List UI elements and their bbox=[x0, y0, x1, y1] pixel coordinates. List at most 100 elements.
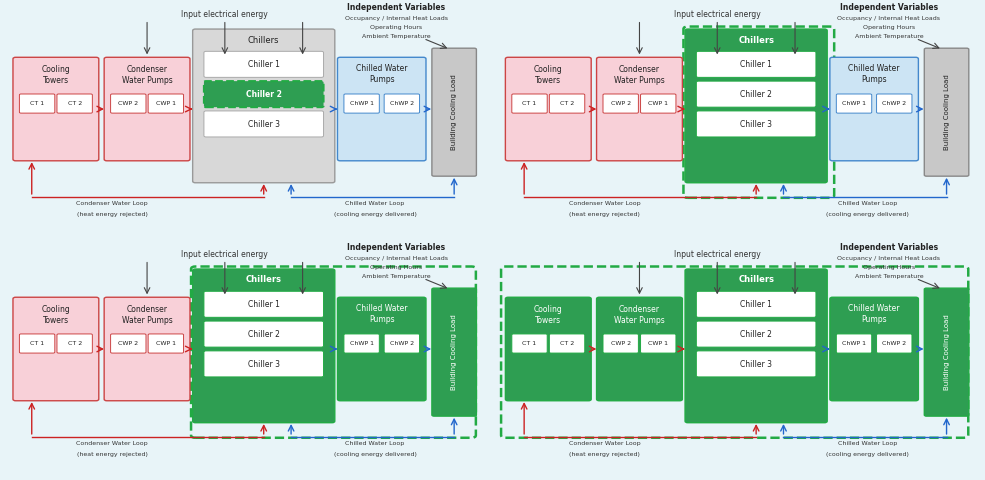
Text: Condenser: Condenser bbox=[126, 65, 167, 74]
Text: Chilled Water Loop: Chilled Water Loop bbox=[838, 201, 897, 205]
Text: Chiller 1: Chiller 1 bbox=[248, 60, 280, 69]
Text: CT 2: CT 2 bbox=[68, 101, 82, 106]
FancyBboxPatch shape bbox=[193, 29, 335, 183]
Text: CT 1: CT 1 bbox=[31, 341, 44, 346]
Text: (heat energy rejected): (heat energy rejected) bbox=[77, 212, 148, 216]
Text: Chilled Water: Chilled Water bbox=[848, 304, 900, 313]
FancyBboxPatch shape bbox=[550, 334, 585, 353]
Text: Ambient Temperature: Ambient Temperature bbox=[362, 275, 430, 279]
Text: Chiller 3: Chiller 3 bbox=[248, 120, 280, 129]
Text: Occupancy / Internal Heat Loads: Occupancy / Internal Heat Loads bbox=[837, 255, 941, 261]
Text: ChWP 2: ChWP 2 bbox=[883, 101, 906, 106]
Text: Input electrical energy: Input electrical energy bbox=[181, 251, 268, 259]
Text: Occupancy / Internal Heat Loads: Occupancy / Internal Heat Loads bbox=[837, 15, 941, 21]
Text: Chiller 2: Chiller 2 bbox=[740, 90, 772, 99]
FancyBboxPatch shape bbox=[193, 269, 335, 423]
FancyBboxPatch shape bbox=[344, 94, 379, 113]
Text: Condenser: Condenser bbox=[126, 305, 167, 314]
Text: Pumps: Pumps bbox=[369, 315, 395, 324]
Text: CT 1: CT 1 bbox=[31, 101, 44, 106]
Text: Building Cooling Load: Building Cooling Load bbox=[451, 314, 457, 390]
FancyBboxPatch shape bbox=[696, 81, 816, 107]
Text: (heat energy rejected): (heat energy rejected) bbox=[569, 452, 640, 456]
Text: Operating Hours: Operating Hours bbox=[370, 25, 423, 30]
Text: Chilled Water: Chilled Water bbox=[356, 64, 408, 73]
Text: Towers: Towers bbox=[42, 76, 69, 85]
Text: Chiller 2: Chiller 2 bbox=[248, 330, 280, 339]
FancyBboxPatch shape bbox=[431, 48, 477, 176]
Text: (heat energy rejected): (heat energy rejected) bbox=[569, 212, 640, 216]
Text: ChWP 1: ChWP 1 bbox=[350, 101, 373, 106]
Text: Input electrical energy: Input electrical energy bbox=[674, 251, 760, 259]
Text: Cooling: Cooling bbox=[41, 65, 70, 74]
FancyBboxPatch shape bbox=[204, 321, 323, 347]
FancyBboxPatch shape bbox=[57, 94, 93, 113]
Text: Condenser Water Loop: Condenser Water Loop bbox=[568, 441, 640, 445]
FancyBboxPatch shape bbox=[204, 351, 323, 377]
FancyBboxPatch shape bbox=[104, 57, 190, 161]
Text: Cooling: Cooling bbox=[41, 305, 70, 314]
FancyBboxPatch shape bbox=[204, 81, 323, 107]
Text: Independent Variables: Independent Variables bbox=[348, 242, 445, 252]
Text: Condenser: Condenser bbox=[619, 305, 660, 314]
FancyBboxPatch shape bbox=[830, 57, 918, 161]
Text: Ambient Temperature: Ambient Temperature bbox=[855, 275, 923, 279]
FancyBboxPatch shape bbox=[597, 57, 683, 161]
Text: Occupancy / Internal Heat Loads: Occupancy / Internal Heat Loads bbox=[345, 255, 448, 261]
Text: ChWP 1: ChWP 1 bbox=[842, 341, 866, 346]
Text: Condenser Water Loop: Condenser Water Loop bbox=[568, 201, 640, 205]
Text: Occupancy / Internal Heat Loads: Occupancy / Internal Heat Loads bbox=[345, 15, 448, 21]
Text: Operating Hours: Operating Hours bbox=[863, 265, 915, 270]
Text: CWP 2: CWP 2 bbox=[611, 101, 630, 106]
FancyBboxPatch shape bbox=[20, 94, 55, 113]
Text: Towers: Towers bbox=[535, 76, 561, 85]
FancyBboxPatch shape bbox=[110, 94, 146, 113]
FancyBboxPatch shape bbox=[57, 334, 93, 353]
Text: Input electrical energy: Input electrical energy bbox=[181, 11, 268, 20]
Text: Cooling: Cooling bbox=[534, 305, 562, 314]
Text: ChWP 2: ChWP 2 bbox=[390, 101, 414, 106]
Text: Water Pumps: Water Pumps bbox=[122, 316, 172, 325]
FancyBboxPatch shape bbox=[877, 334, 912, 353]
Text: Chiller 3: Chiller 3 bbox=[248, 360, 280, 369]
FancyBboxPatch shape bbox=[512, 334, 548, 353]
Text: Operating Hours: Operating Hours bbox=[863, 25, 915, 30]
Text: CWP 1: CWP 1 bbox=[156, 101, 176, 106]
FancyBboxPatch shape bbox=[696, 321, 816, 347]
FancyBboxPatch shape bbox=[640, 334, 676, 353]
FancyBboxPatch shape bbox=[830, 297, 918, 401]
Text: Independent Variables: Independent Variables bbox=[348, 2, 445, 12]
Text: Water Pumps: Water Pumps bbox=[614, 76, 665, 85]
Text: Independent Variables: Independent Variables bbox=[840, 2, 938, 12]
Text: (cooling energy delivered): (cooling energy delivered) bbox=[826, 212, 909, 216]
Text: Chiller 2: Chiller 2 bbox=[740, 330, 772, 339]
Text: Cooling: Cooling bbox=[534, 65, 562, 74]
Text: Pumps: Pumps bbox=[861, 315, 886, 324]
FancyBboxPatch shape bbox=[148, 334, 183, 353]
FancyBboxPatch shape bbox=[13, 297, 98, 401]
Text: Chilled Water: Chilled Water bbox=[848, 64, 900, 73]
FancyBboxPatch shape bbox=[204, 111, 323, 137]
Text: CT 1: CT 1 bbox=[522, 101, 537, 106]
FancyBboxPatch shape bbox=[640, 94, 676, 113]
Text: Input electrical energy: Input electrical energy bbox=[674, 11, 760, 20]
FancyBboxPatch shape bbox=[836, 334, 872, 353]
Text: Water Pumps: Water Pumps bbox=[122, 76, 172, 85]
Text: Pumps: Pumps bbox=[369, 75, 395, 84]
FancyBboxPatch shape bbox=[338, 297, 426, 401]
FancyBboxPatch shape bbox=[344, 334, 379, 353]
FancyBboxPatch shape bbox=[204, 51, 323, 77]
Text: (cooling energy delivered): (cooling energy delivered) bbox=[334, 212, 417, 216]
FancyBboxPatch shape bbox=[836, 94, 872, 113]
Text: (cooling energy delivered): (cooling energy delivered) bbox=[334, 452, 417, 456]
Text: Chillers: Chillers bbox=[245, 276, 282, 285]
FancyBboxPatch shape bbox=[148, 94, 183, 113]
Text: CT 2: CT 2 bbox=[559, 101, 574, 106]
Text: Chiller 1: Chiller 1 bbox=[248, 300, 280, 309]
FancyBboxPatch shape bbox=[338, 57, 426, 161]
FancyBboxPatch shape bbox=[104, 297, 190, 401]
FancyBboxPatch shape bbox=[685, 269, 827, 423]
Text: (heat energy rejected): (heat energy rejected) bbox=[77, 452, 148, 456]
Text: Pumps: Pumps bbox=[861, 75, 886, 84]
Text: Towers: Towers bbox=[42, 316, 69, 325]
